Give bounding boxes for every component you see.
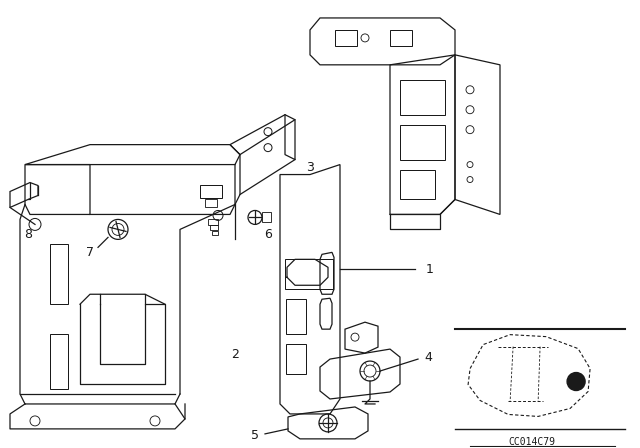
Bar — [400, 80, 445, 115]
Bar — [335, 30, 357, 46]
Text: 1: 1 — [426, 263, 434, 276]
Bar — [205, 199, 217, 207]
Bar — [285, 259, 333, 289]
Bar — [208, 220, 218, 225]
Text: 4: 4 — [424, 351, 432, 364]
Bar — [210, 225, 218, 230]
Text: 5: 5 — [251, 429, 259, 442]
Text: 6: 6 — [264, 228, 272, 241]
Text: CC014C79: CC014C79 — [508, 437, 555, 447]
Text: 3: 3 — [306, 161, 314, 174]
Bar — [200, 185, 222, 198]
Bar — [50, 244, 68, 304]
Bar — [50, 334, 68, 389]
Bar — [262, 212, 271, 222]
Text: 8: 8 — [24, 228, 32, 241]
Bar — [212, 232, 218, 235]
Bar — [286, 344, 306, 374]
Bar — [400, 169, 435, 199]
Circle shape — [567, 373, 585, 391]
Text: 2: 2 — [231, 348, 239, 361]
Bar — [286, 299, 306, 334]
Text: 7: 7 — [86, 246, 94, 259]
Bar — [390, 30, 412, 46]
Bar — [400, 125, 445, 159]
